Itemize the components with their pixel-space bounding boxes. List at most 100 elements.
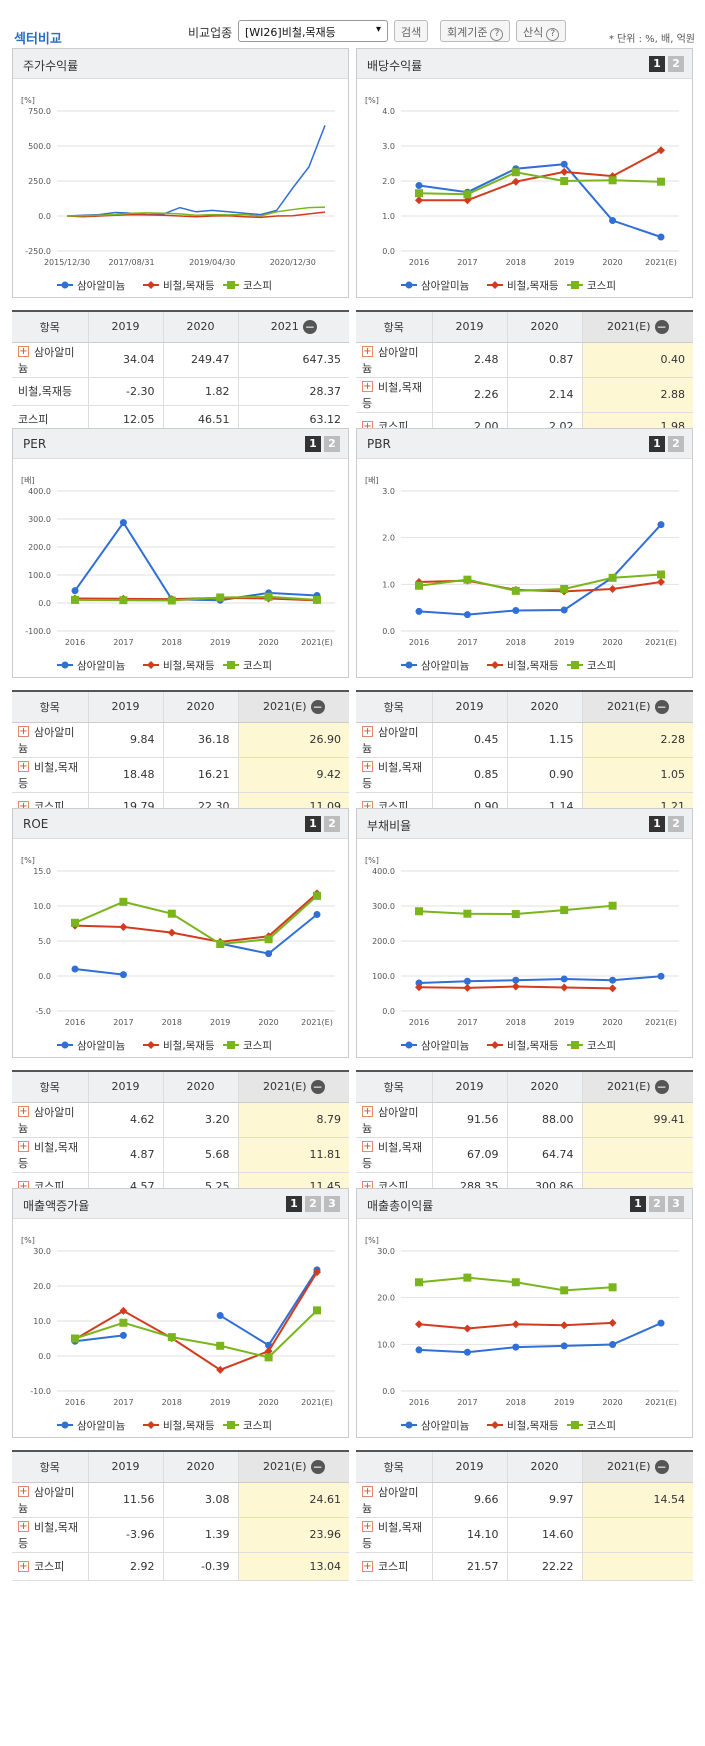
pager-button-2[interactable]: 2	[324, 816, 340, 832]
data-point[interactable]	[463, 983, 472, 992]
legend-label[interactable]: 코스피	[587, 1040, 616, 1052]
data-point[interactable]	[560, 1342, 568, 1350]
legend-label[interactable]: 삼아알미늄	[421, 660, 470, 672]
collapse-icon[interactable]: −	[302, 319, 317, 334]
data-point[interactable]	[313, 1268, 321, 1277]
data-point[interactable]	[608, 573, 617, 582]
expand-icon[interactable]: +	[362, 726, 373, 737]
data-point[interactable]	[560, 606, 568, 614]
expand-icon[interactable]: +	[18, 1486, 29, 1497]
legend-label[interactable]: 코스피	[243, 1420, 272, 1432]
pager-button-1[interactable]: 1	[649, 56, 665, 72]
data-point[interactable]	[560, 167, 569, 176]
legend-label[interactable]: 코스피	[243, 660, 272, 672]
data-point[interactable]	[511, 177, 520, 186]
data-point[interactable]	[608, 585, 617, 593]
data-point[interactable]	[463, 575, 472, 584]
data-point[interactable]	[415, 907, 423, 916]
data-point[interactable]	[560, 160, 568, 168]
legend-label[interactable]: 비철,목재등	[507, 1420, 559, 1432]
expand-icon[interactable]: +	[362, 1486, 373, 1497]
data-point[interactable]	[657, 570, 665, 579]
data-point[interactable]	[119, 1331, 127, 1339]
data-point[interactable]	[119, 923, 128, 931]
collapse-icon[interactable]: −	[654, 319, 669, 334]
expand-icon[interactable]: +	[18, 346, 29, 357]
data-point[interactable]	[119, 1318, 128, 1327]
data-point[interactable]	[167, 1333, 176, 1342]
data-point[interactable]	[560, 975, 568, 983]
data-point[interactable]	[608, 901, 617, 910]
legend-label[interactable]: 코스피	[587, 1420, 616, 1432]
pager-button-2[interactable]: 2	[668, 436, 684, 452]
data-point[interactable]	[415, 182, 423, 190]
pager-button-1[interactable]: 1	[630, 1196, 646, 1212]
data-point[interactable]	[463, 977, 471, 985]
data-point[interactable]	[511, 982, 520, 991]
data-point[interactable]	[608, 1283, 617, 1292]
legend-label[interactable]: 삼아알미늄	[77, 280, 126, 292]
data-point[interactable]	[264, 592, 273, 601]
data-point[interactable]	[511, 1278, 520, 1287]
data-point[interactable]	[608, 1318, 617, 1327]
legend-label[interactable]: 비철,목재등	[163, 660, 215, 672]
data-point[interactable]	[71, 918, 79, 927]
data-point[interactable]	[167, 928, 176, 937]
data-point[interactable]	[415, 189, 423, 198]
data-point[interactable]	[463, 190, 472, 199]
data-point[interactable]	[119, 596, 128, 605]
data-point[interactable]	[463, 1348, 471, 1356]
data-point[interactable]	[71, 965, 79, 973]
data-point[interactable]	[216, 940, 225, 949]
data-point[interactable]	[313, 910, 321, 918]
data-point[interactable]	[511, 586, 520, 595]
data-point[interactable]	[415, 581, 423, 590]
data-point[interactable]	[511, 168, 520, 177]
compare-industry-select[interactable]: [WI26]비철,목재등 ▾	[238, 20, 388, 42]
legend-label[interactable]: 코스피	[587, 280, 616, 292]
legend-label[interactable]: 삼아알미늄	[77, 1040, 126, 1052]
data-point[interactable]	[119, 971, 127, 979]
data-point[interactable]	[119, 519, 127, 527]
expand-icon[interactable]: +	[18, 1560, 29, 1572]
legend-label[interactable]: 비철,목재등	[507, 280, 559, 292]
collapse-icon[interactable]: −	[310, 1079, 325, 1094]
expand-icon[interactable]: +	[18, 726, 29, 737]
data-point[interactable]	[216, 593, 225, 602]
data-point[interactable]	[415, 979, 423, 987]
accounting-standard-button[interactable]: 회계기준?	[440, 20, 511, 42]
expand-icon[interactable]: +	[362, 381, 373, 392]
data-point[interactable]	[167, 909, 176, 918]
pager-button-1[interactable]: 1	[649, 436, 665, 452]
data-point[interactable]	[71, 595, 79, 604]
pager-button-2[interactable]: 2	[668, 816, 684, 832]
data-point[interactable]	[264, 935, 273, 944]
data-point[interactable]	[511, 1320, 520, 1329]
data-point[interactable]	[265, 950, 273, 958]
data-point[interactable]	[560, 983, 569, 992]
pager-button-1[interactable]: 1	[286, 1196, 302, 1212]
data-point[interactable]	[463, 909, 472, 918]
data-point[interactable]	[313, 1306, 321, 1315]
expand-icon[interactable]: +	[18, 1106, 29, 1117]
data-point[interactable]	[511, 910, 520, 919]
data-point[interactable]	[512, 606, 520, 614]
pager-button-2[interactable]: 2	[649, 1196, 665, 1212]
data-point[interactable]	[119, 1306, 128, 1315]
data-point[interactable]	[657, 1319, 665, 1327]
pager-button-1[interactable]: 1	[305, 436, 321, 452]
legend-label[interactable]: 코스피	[587, 660, 616, 672]
pager-button-3[interactable]: 3	[668, 1196, 684, 1212]
collapse-icon[interactable]: −	[310, 1459, 325, 1474]
legend-label[interactable]: 비철,목재등	[507, 1040, 559, 1052]
legend-label[interactable]: 삼아알미늄	[421, 1420, 470, 1432]
legend-label[interactable]: 삼아알미늄	[421, 1040, 470, 1052]
expand-icon[interactable]: +	[18, 761, 29, 772]
data-point[interactable]	[313, 891, 321, 900]
data-point[interactable]	[560, 906, 569, 915]
data-point[interactable]	[415, 1278, 423, 1287]
data-point[interactable]	[463, 1273, 472, 1282]
data-point[interactable]	[119, 897, 128, 906]
expand-icon[interactable]: +	[362, 1521, 373, 1532]
data-point[interactable]	[415, 983, 423, 992]
